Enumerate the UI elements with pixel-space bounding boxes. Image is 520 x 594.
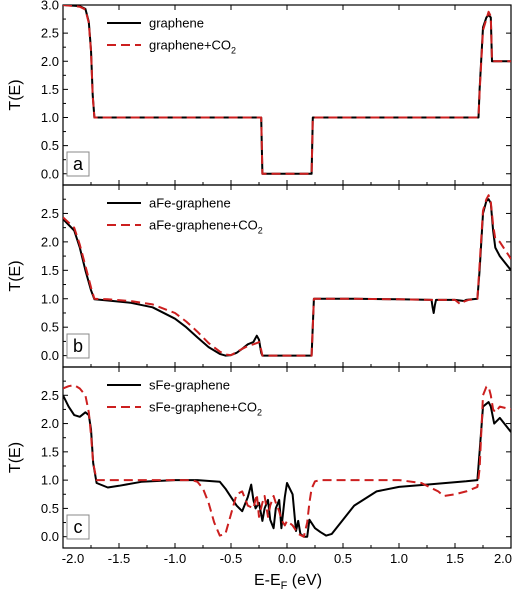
y-tick-label: 1.5 <box>41 263 59 278</box>
x-tick-label: -0.5 <box>220 551 242 566</box>
x-tick-label: 2.0 <box>494 551 512 566</box>
legend: aFe-graphene aFe-graphene+CO2 <box>107 196 263 236</box>
panel-tag-box <box>66 333 90 359</box>
panels: 0.00.51.01.52.02.53.0T(E)graphenegraphen… <box>7 0 512 549</box>
x-tick-label: 0.5 <box>334 551 352 566</box>
y-tick-label: 1.5 <box>41 444 59 459</box>
x-axis-title: E-EF (eV) <box>254 572 322 592</box>
y-tick-label: 2.5 <box>41 26 59 41</box>
y-tick-label: 0.5 <box>41 138 59 153</box>
x-tick-label: -1.0 <box>164 551 186 566</box>
series-line-b-1 <box>63 198 511 357</box>
legend: graphene graphene+CO2 <box>107 16 236 56</box>
plot-frame <box>62 366 512 549</box>
plot-frame <box>62 184 512 368</box>
y-tick-label: 0.5 <box>41 320 59 335</box>
panel-c: 0.00.51.01.52.02.5T(E)sFe-graphenesFe-gr… <box>7 366 512 549</box>
y-tick-label: 1.0 <box>41 473 59 488</box>
y-axis-title: T(E) <box>7 260 24 291</box>
y-tick-label: 2.5 <box>41 388 59 403</box>
panel-tag-label: c <box>74 517 83 537</box>
y-tick-label: 2.0 <box>41 416 59 431</box>
panel-tag-label: a <box>73 154 84 174</box>
y-tick-label: 2.0 <box>41 54 59 69</box>
y-tick-label: 2.0 <box>41 234 59 249</box>
x-tick-label: 1.5 <box>446 551 464 566</box>
legend-entry: graphene+CO2 <box>149 38 236 56</box>
panel-tag-box <box>66 514 90 540</box>
plot-frame <box>62 4 512 186</box>
y-tick-label: 2.5 <box>41 206 59 221</box>
x-tick-label: 1.0 <box>390 551 408 566</box>
panel-tag-label: b <box>73 336 83 356</box>
y-tick-label: 1.5 <box>41 82 59 97</box>
y-tick-label: 0.0 <box>41 166 59 181</box>
y-tick-label: 0.5 <box>41 501 59 516</box>
legend-entry: graphene <box>149 16 204 31</box>
legend-entry: sFe-graphene <box>149 378 230 393</box>
legend-entry: sFe-graphene+CO2 <box>149 400 262 418</box>
x-tick-label: 0.0 <box>278 551 296 566</box>
series-line-b-2 <box>63 194 511 357</box>
series-line-c-2 <box>63 384 511 538</box>
legend-entry: aFe-graphene+CO2 <box>149 218 263 236</box>
y-axis-title: T(E) <box>7 79 24 110</box>
panel-b: 0.00.51.01.52.02.5T(E)aFe-grapheneaFe-gr… <box>7 184 512 368</box>
x-tick-label: -2.0 <box>62 551 84 566</box>
legend-entry: aFe-graphene <box>149 196 231 211</box>
panel-tag-box <box>66 151 90 177</box>
series-line-a-1 <box>63 5 511 175</box>
legend: sFe-graphene sFe-graphene+CO2 <box>107 378 262 418</box>
y-tick-label: 0.0 <box>41 529 59 544</box>
y-tick-label: 3.0 <box>41 0 59 13</box>
shared-x-axis: -2.0 -1.5 -1.0 -0.5 0.0 0.5 1.0 1.5 2.0 <box>62 551 512 566</box>
panel-a: 0.00.51.01.52.02.53.0T(E)graphenegraphen… <box>7 0 512 186</box>
y-tick-label: 0.0 <box>41 348 59 363</box>
x-tick-label: -1.5 <box>108 551 130 566</box>
y-tick-label: 1.0 <box>41 110 59 125</box>
y-tick-label: 1.0 <box>41 291 59 306</box>
series-line-a-2 <box>63 5 511 175</box>
series-line-c-1 <box>63 394 511 538</box>
y-axis-title: T(E) <box>7 442 24 473</box>
